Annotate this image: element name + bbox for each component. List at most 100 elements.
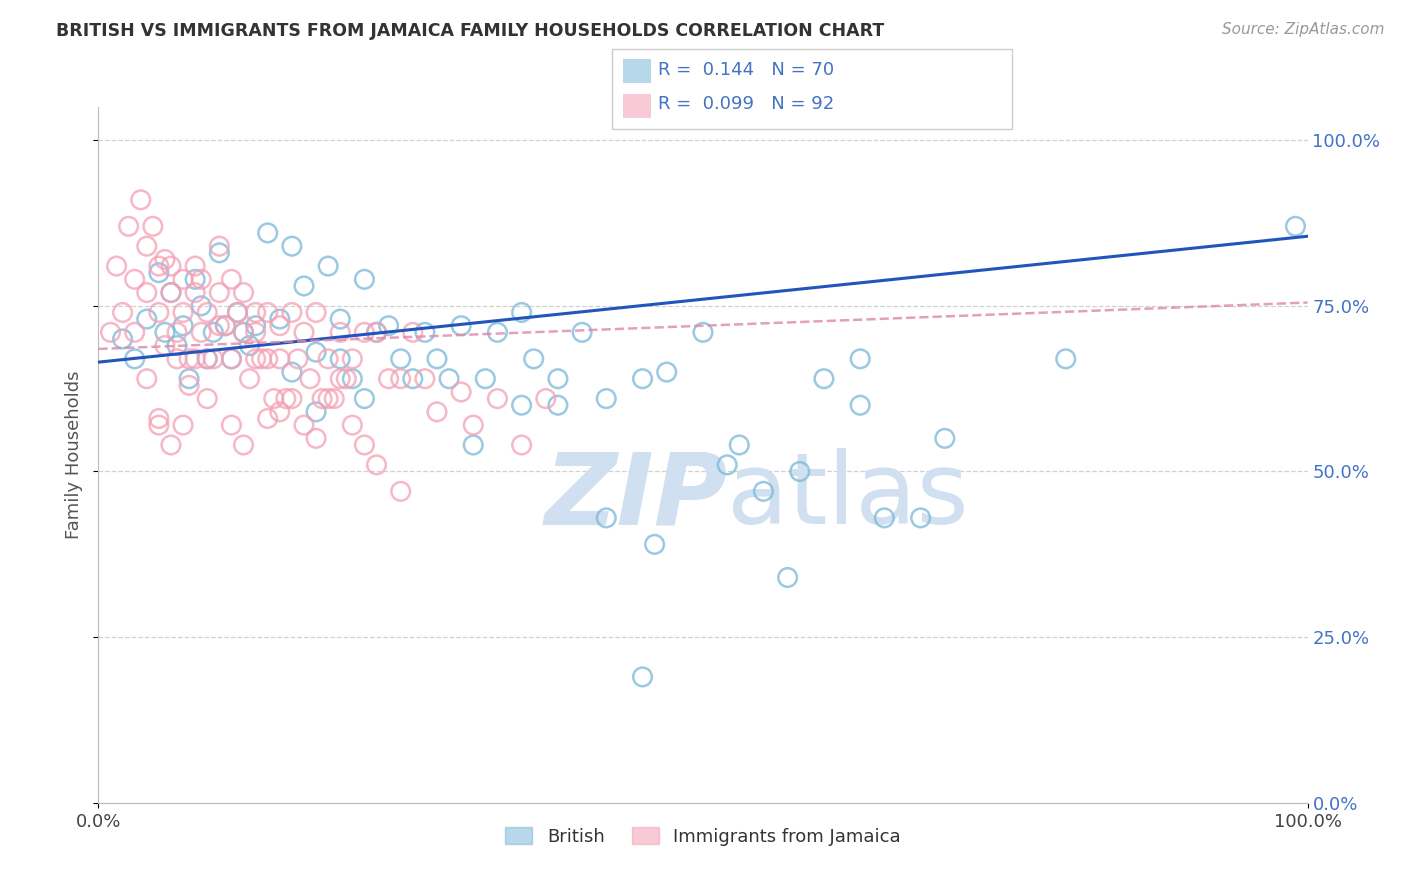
Text: R =  0.144   N = 70: R = 0.144 N = 70 (658, 61, 834, 78)
Point (426, 351, 449, 366)
Point (450, 318, 472, 333)
Point (135, 239, 157, 253)
Point (329, 351, 352, 366)
Point (269, 351, 291, 366)
Point (287, 351, 309, 366)
Point (184, 351, 207, 366)
Point (153, 252, 176, 267)
Point (910, 511, 932, 525)
Point (221, 418, 243, 433)
Point (547, 372, 569, 386)
Point (305, 405, 328, 419)
Point (256, 411, 278, 425)
Point (124, 351, 146, 366)
Point (335, 372, 357, 386)
Point (221, 351, 243, 366)
Point (486, 326, 509, 340)
Point (245, 318, 267, 333)
Point (510, 438, 533, 452)
Point (571, 326, 593, 340)
Point (148, 411, 170, 425)
Point (208, 245, 231, 260)
Point (269, 405, 291, 419)
Point (184, 285, 207, 300)
Point (353, 272, 375, 286)
Text: R =  0.099   N = 92: R = 0.099 N = 92 (658, 95, 834, 113)
Point (426, 405, 449, 419)
Point (172, 305, 194, 319)
Point (172, 318, 194, 333)
Point (160, 259, 183, 273)
Point (281, 239, 304, 253)
Point (105, 259, 128, 273)
Point (281, 392, 304, 406)
Point (184, 272, 207, 286)
Point (377, 372, 399, 386)
Point (316, 351, 339, 366)
Point (402, 326, 425, 340)
Point (179, 372, 201, 386)
Point (226, 305, 249, 319)
Point (292, 279, 315, 293)
Point (142, 219, 165, 234)
Point (389, 351, 412, 366)
Point (292, 418, 315, 433)
Point (342, 372, 364, 386)
Point (849, 351, 872, 366)
Point (413, 326, 436, 340)
Point (221, 351, 243, 366)
Point (463, 438, 485, 452)
Point (281, 305, 304, 319)
Point (148, 259, 170, 273)
Point (655, 365, 678, 379)
Point (195, 305, 218, 319)
Point (111, 332, 134, 346)
Point (631, 670, 654, 684)
Point (129, 193, 152, 207)
Point (305, 345, 328, 359)
Point (1284, 219, 1306, 234)
Point (547, 398, 569, 412)
Point (934, 431, 956, 445)
Point (202, 326, 225, 340)
Point (329, 326, 352, 340)
Point (366, 326, 388, 340)
Point (232, 285, 254, 300)
Point (323, 392, 346, 406)
Point (245, 326, 267, 340)
Point (752, 484, 775, 499)
Point (124, 272, 146, 286)
Point (232, 326, 254, 340)
Point (873, 511, 896, 525)
Point (148, 266, 170, 280)
Point (124, 326, 146, 340)
Point (166, 351, 188, 366)
Point (148, 418, 170, 433)
Point (299, 372, 322, 386)
Point (437, 372, 460, 386)
Point (450, 384, 472, 399)
Point (342, 418, 364, 433)
Point (311, 392, 333, 406)
Point (166, 326, 188, 340)
Point (353, 326, 375, 340)
Point (208, 285, 231, 300)
Point (232, 438, 254, 452)
Point (353, 392, 375, 406)
Point (221, 272, 243, 286)
Point (316, 392, 339, 406)
Point (329, 372, 352, 386)
Point (179, 378, 201, 392)
Text: ZIP: ZIP (544, 448, 727, 545)
Point (232, 326, 254, 340)
Point (239, 372, 262, 386)
Point (595, 392, 617, 406)
Point (849, 398, 872, 412)
Point (195, 351, 218, 366)
Point (208, 239, 231, 253)
Point (474, 372, 496, 386)
Point (486, 392, 509, 406)
Point (353, 438, 375, 452)
Point (111, 305, 134, 319)
Point (595, 511, 617, 525)
